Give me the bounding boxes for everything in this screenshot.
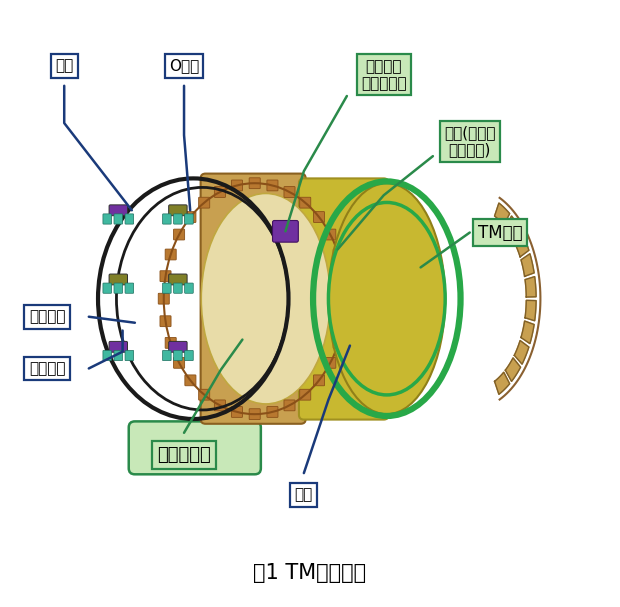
FancyBboxPatch shape	[249, 178, 260, 189]
FancyBboxPatch shape	[162, 283, 171, 293]
FancyBboxPatch shape	[169, 274, 187, 285]
Text: 定子压板: 定子压板	[29, 309, 65, 324]
Polygon shape	[515, 233, 529, 257]
FancyBboxPatch shape	[114, 350, 123, 361]
FancyBboxPatch shape	[284, 186, 295, 197]
FancyBboxPatch shape	[299, 389, 311, 400]
FancyBboxPatch shape	[129, 421, 261, 474]
FancyBboxPatch shape	[174, 358, 185, 368]
Polygon shape	[515, 341, 529, 364]
FancyBboxPatch shape	[114, 214, 123, 224]
FancyBboxPatch shape	[231, 407, 242, 418]
FancyBboxPatch shape	[109, 205, 128, 215]
FancyBboxPatch shape	[174, 229, 185, 240]
Polygon shape	[521, 321, 534, 344]
FancyBboxPatch shape	[325, 358, 336, 368]
FancyBboxPatch shape	[333, 249, 344, 260]
FancyBboxPatch shape	[185, 375, 196, 386]
FancyBboxPatch shape	[160, 271, 171, 282]
FancyBboxPatch shape	[215, 400, 226, 411]
FancyBboxPatch shape	[125, 350, 134, 361]
Text: 定子内水套: 定子内水套	[157, 446, 211, 464]
FancyBboxPatch shape	[109, 341, 128, 352]
FancyBboxPatch shape	[267, 407, 278, 418]
FancyBboxPatch shape	[273, 220, 298, 242]
FancyBboxPatch shape	[333, 337, 344, 348]
FancyBboxPatch shape	[174, 350, 182, 361]
Polygon shape	[521, 254, 534, 276]
Polygon shape	[495, 203, 510, 225]
Polygon shape	[505, 358, 521, 381]
FancyBboxPatch shape	[165, 337, 176, 348]
Text: 水套隔板: 水套隔板	[29, 361, 65, 376]
FancyBboxPatch shape	[169, 205, 187, 215]
FancyBboxPatch shape	[185, 350, 193, 361]
Polygon shape	[505, 216, 521, 240]
FancyBboxPatch shape	[339, 271, 350, 282]
FancyBboxPatch shape	[340, 293, 351, 304]
FancyBboxPatch shape	[198, 197, 210, 208]
FancyBboxPatch shape	[314, 212, 324, 222]
FancyBboxPatch shape	[174, 214, 182, 224]
FancyBboxPatch shape	[314, 375, 324, 386]
FancyBboxPatch shape	[339, 316, 350, 327]
FancyBboxPatch shape	[185, 212, 196, 222]
FancyBboxPatch shape	[325, 229, 336, 240]
Polygon shape	[525, 277, 536, 297]
FancyBboxPatch shape	[158, 293, 169, 304]
FancyBboxPatch shape	[165, 249, 176, 260]
FancyBboxPatch shape	[185, 283, 193, 293]
FancyBboxPatch shape	[169, 341, 187, 352]
FancyBboxPatch shape	[299, 197, 311, 208]
FancyBboxPatch shape	[231, 180, 242, 191]
Text: 汇流环及
三项高压线: 汇流环及 三项高压线	[361, 59, 407, 91]
FancyBboxPatch shape	[185, 214, 193, 224]
FancyBboxPatch shape	[114, 283, 123, 293]
Text: O型圈: O型圈	[169, 58, 199, 73]
Polygon shape	[495, 372, 510, 395]
FancyBboxPatch shape	[215, 186, 226, 197]
FancyBboxPatch shape	[125, 214, 134, 224]
FancyBboxPatch shape	[162, 214, 171, 224]
FancyBboxPatch shape	[109, 274, 128, 285]
FancyBboxPatch shape	[249, 409, 260, 419]
FancyBboxPatch shape	[174, 283, 182, 293]
FancyBboxPatch shape	[125, 283, 134, 293]
Text: TM转子: TM转子	[478, 223, 523, 242]
FancyBboxPatch shape	[201, 174, 306, 424]
FancyBboxPatch shape	[198, 389, 210, 400]
Ellipse shape	[202, 194, 330, 404]
Text: 图1 TM电机结构: 图1 TM电机结构	[254, 563, 366, 583]
FancyBboxPatch shape	[284, 400, 295, 411]
Text: 螺栓: 螺栓	[55, 58, 73, 73]
FancyBboxPatch shape	[162, 350, 171, 361]
Ellipse shape	[329, 183, 445, 414]
Text: 磁钢: 磁钢	[294, 487, 313, 502]
Polygon shape	[525, 300, 536, 320]
FancyBboxPatch shape	[103, 283, 112, 293]
FancyBboxPatch shape	[299, 178, 389, 419]
FancyBboxPatch shape	[103, 214, 112, 224]
FancyBboxPatch shape	[160, 316, 171, 327]
Text: 线圈(绕线，
焊接整形): 线圈(绕线， 焊接整形)	[444, 125, 495, 157]
FancyBboxPatch shape	[103, 350, 112, 361]
FancyBboxPatch shape	[267, 180, 278, 191]
